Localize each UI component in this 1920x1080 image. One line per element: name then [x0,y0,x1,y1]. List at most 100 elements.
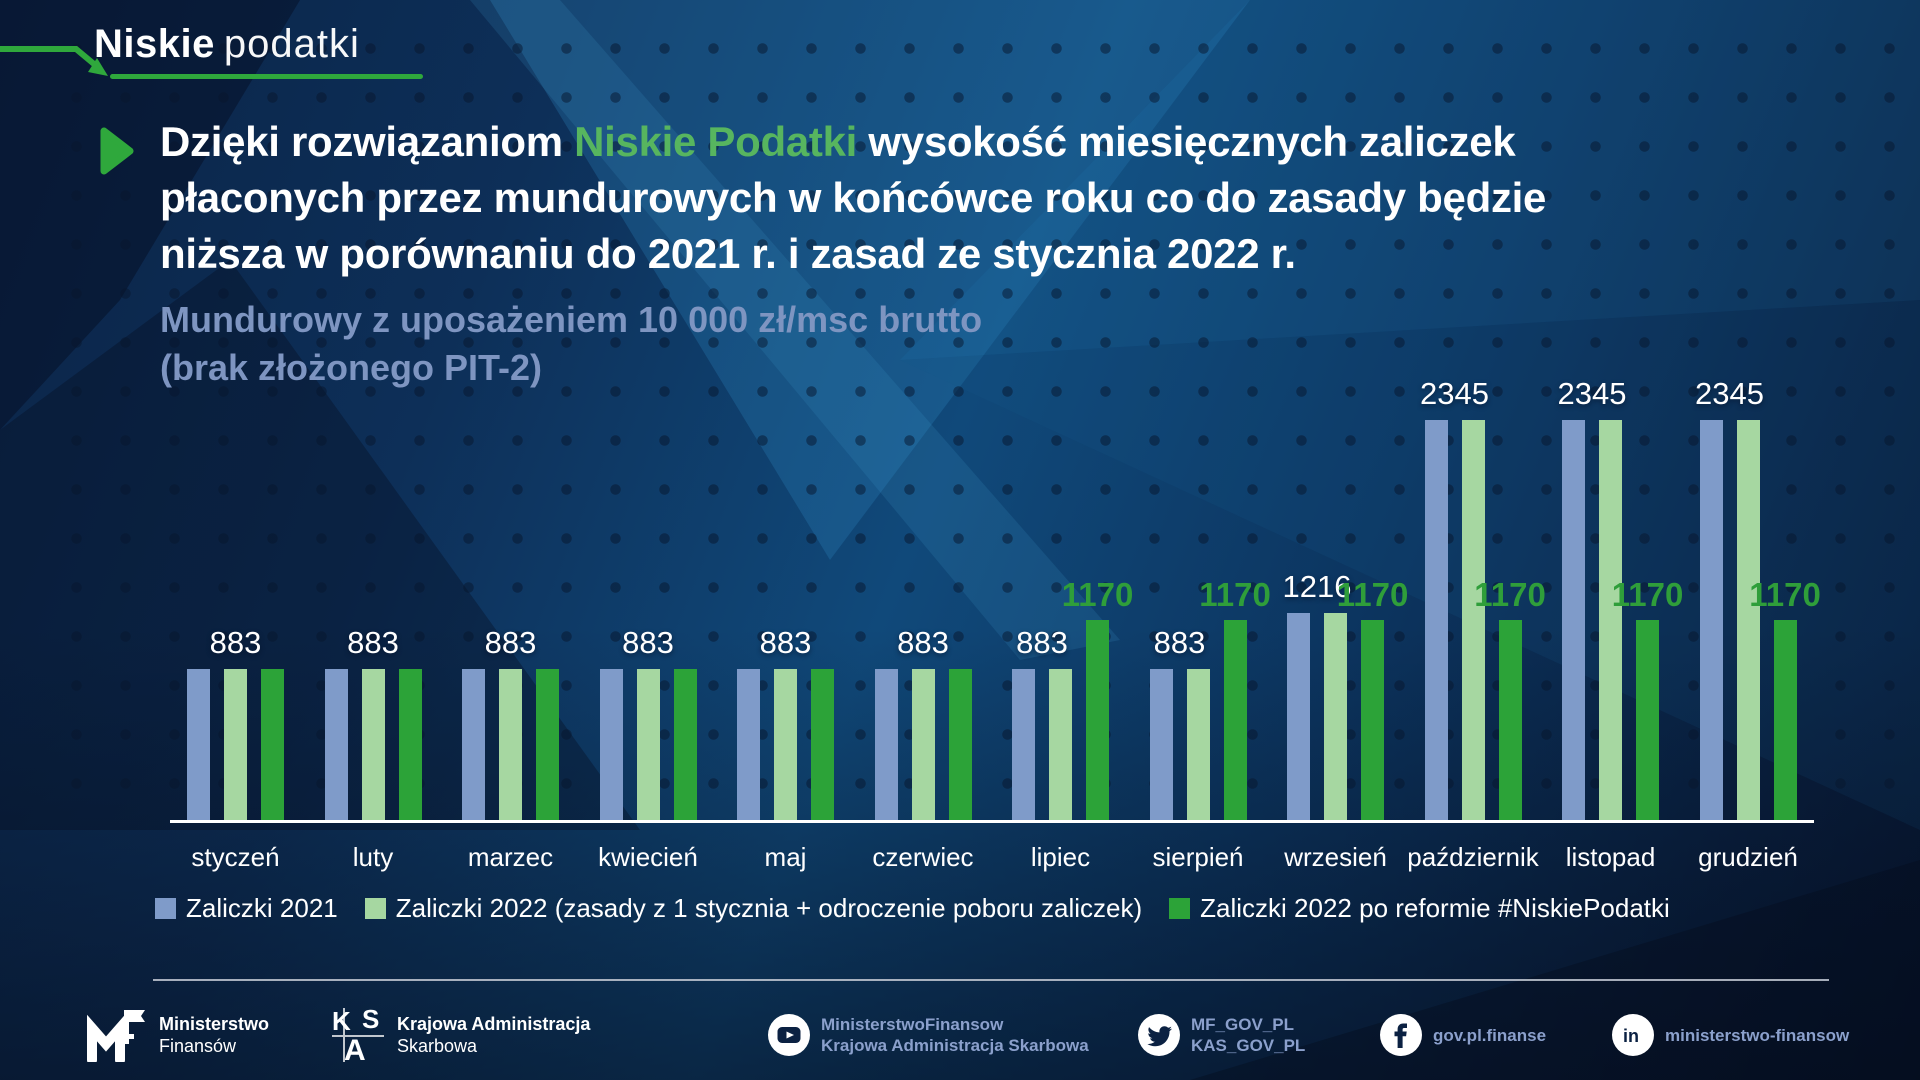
logo-bold-text: Niskie [94,22,215,66]
headline-line-3: niższa w porównaniu do 2021 r. i zasad z… [160,230,1296,277]
value-label: 883 [1153,625,1206,660]
footer-divider [153,979,1829,981]
footer-item-line: ministerstwo-finansow [1665,1025,1850,1045]
svg-text:A: A [344,1034,366,1064]
legend-item: Zaliczki 2022 (zasady z 1 stycznia + odr… [364,893,1143,924]
bar-zaliczki-2021 [599,669,623,820]
bar-zaliczki-2021 [737,669,760,820]
bar-zaliczki-2021 [1012,669,1035,820]
footer-item-line: gov.pl.finanse [1433,1025,1547,1045]
footer-item-line: Finansów [159,1036,237,1056]
bar-zaliczki-2022-reforma [1773,620,1797,820]
headline-text: Dzięki rozwiązaniom [160,118,575,165]
bar-zaliczki-2022-reforma [1223,620,1247,820]
bar-zaliczki-2022-styczen [1461,420,1485,820]
bar-zaliczki-2021 [1424,420,1448,820]
value-label: 883 [484,625,537,660]
value-label-reform: 1170 [1474,576,1546,613]
headline-line-2: płaconych przez mundurowych w końcówce r… [160,174,1547,221]
month-label: marzec [467,842,554,872]
month-label: luty [352,842,394,872]
footer-item-text: Ministerstwo Finansów [159,1013,269,1057]
logo-underline [110,74,423,79]
month-label: listopad [1565,842,1656,872]
bar-zaliczki-2022-styczen [361,669,385,820]
bar-zaliczki-2022-reforma [1361,620,1384,820]
bar-zaliczki-2022-reforma [261,669,284,820]
subtitle-line-1: Mundurowy z uposażeniem 10 000 zł/msc br… [160,299,983,340]
bar-zaliczki-2022-styczen [1324,613,1347,820]
month-label: wrzesień [1284,842,1387,872]
footer-item-linkedin: in ministerstwo-finansow [1612,1004,1849,1066]
value-label-reform: 1170 [1199,576,1271,613]
app-logo: Niskie podatki [94,22,360,67]
value-label-reform: 1170 [1061,576,1134,613]
footer-item-line: MF_GOV_PL [1191,1015,1294,1034]
footer-item-text: gov.pl.finanse [1433,1025,1546,1046]
value-label: 2345 [1695,376,1764,411]
value-label-reform: 1170 [1749,576,1821,613]
month-label: maj [764,842,807,872]
subtitle-line-2: (brak złożonego PIT-2) [160,347,543,388]
legend-label: Zaliczki 2022 (zasady z 1 stycznia + odr… [395,893,1143,923]
value-label: 2345 [1420,376,1489,411]
svg-text:S: S [362,1006,379,1034]
facebook-icon [1380,1014,1422,1056]
footer-item-line: Skarbowa [397,1036,478,1056]
linkedin-icon: in [1612,1014,1654,1056]
footer-item-facebook: gov.pl.finanse [1380,1004,1546,1066]
bar-zaliczki-2022-reforma [673,669,697,820]
bar-zaliczki-2022-reforma [811,669,834,820]
bar-zaliczki-2022-styczen [1049,669,1072,820]
headline-highlight: Niskie Podatki [574,118,858,165]
x-axis-line [170,820,1814,823]
footer-item-line: MinisterstwoFinansow [821,1015,1004,1034]
bar-chart: 883 styczeń 883 luty 883 marzec 883 kwiecień 883… [170,348,1830,908]
legend-item: Zaliczki 2021 [155,893,338,924]
headline-text: wysokość miesięcznych zaliczek [857,118,1516,165]
bar-zaliczki-2022-styczen [499,669,522,820]
bullet-triangle-icon [100,127,134,175]
svg-text:K: K [332,1006,351,1036]
headline: Dzięki rozwiązaniom Niskie Podatki wysok… [160,114,1610,282]
legend-swatch [364,898,386,919]
footer-item-line: KAS_GOV_PL [1191,1036,1306,1055]
bar-zaliczki-2021 [187,669,210,820]
bar-zaliczki-2021 [1699,420,1723,820]
legend-label: Zaliczki 2022 po reformie #NiskiePodatki [1200,893,1670,923]
month-label: kwiecień [598,842,698,872]
legend-item: Zaliczki 2022 po reformie #NiskiePodatki [1169,893,1670,924]
value-label: 1216 [1282,569,1352,604]
value-label: 883 [897,625,949,660]
month-label: styczeń [191,842,280,872]
value-label: 883 [347,625,399,660]
value-label: 2345 [1557,376,1627,411]
bar-zaliczki-2021 [324,669,348,820]
footer-item-text: MF_GOV_PL KAS_GOV_PL [1191,1014,1305,1056]
youtube-icon [768,1014,810,1056]
footer-item-mf: Ministerstwo Finansów [84,1004,269,1066]
bar-zaliczki-2022-styczen [224,669,247,820]
bar-zaliczki-2022-styczen [1186,669,1210,820]
footer-item-line: Krajowa Administracja Skarbowa [821,1036,1089,1055]
footer-item-youtube: MinisterstwoFinansow Krajowa Administracj… [768,1004,1089,1066]
value-label: 883 [209,625,262,660]
bar-zaliczki-2022-reforma [1498,620,1522,820]
month-label: sierpień [1152,842,1244,872]
chart-legend: Zaliczki 2021 Zaliczki 2022 (zasady z 1 s… [155,893,1670,924]
legend-swatch [1169,898,1191,919]
footer-item-kas: K S A Krajowa Administracja Skarbowa [330,1004,590,1066]
month-label: lipiec [1030,842,1091,872]
bar-zaliczki-2021 [874,669,898,820]
footer-item-text: Krajowa Administracja Skarbowa [397,1013,590,1057]
chart-subtitle: Mundurowy z uposażeniem 10 000 zł/msc br… [160,296,982,392]
mf-logo-icon [84,1008,148,1062]
bar-zaliczki-2022-styczen [636,669,660,820]
bar-zaliczki-2021 [1149,669,1173,820]
logo-light-text: podatki [223,22,360,66]
month-label: grudzień [1698,842,1798,872]
footer-item-line: Ministerstwo [159,1014,270,1034]
bar-zaliczki-2022-reforma [1636,620,1659,820]
bar-zaliczki-2022-reforma [948,669,972,820]
